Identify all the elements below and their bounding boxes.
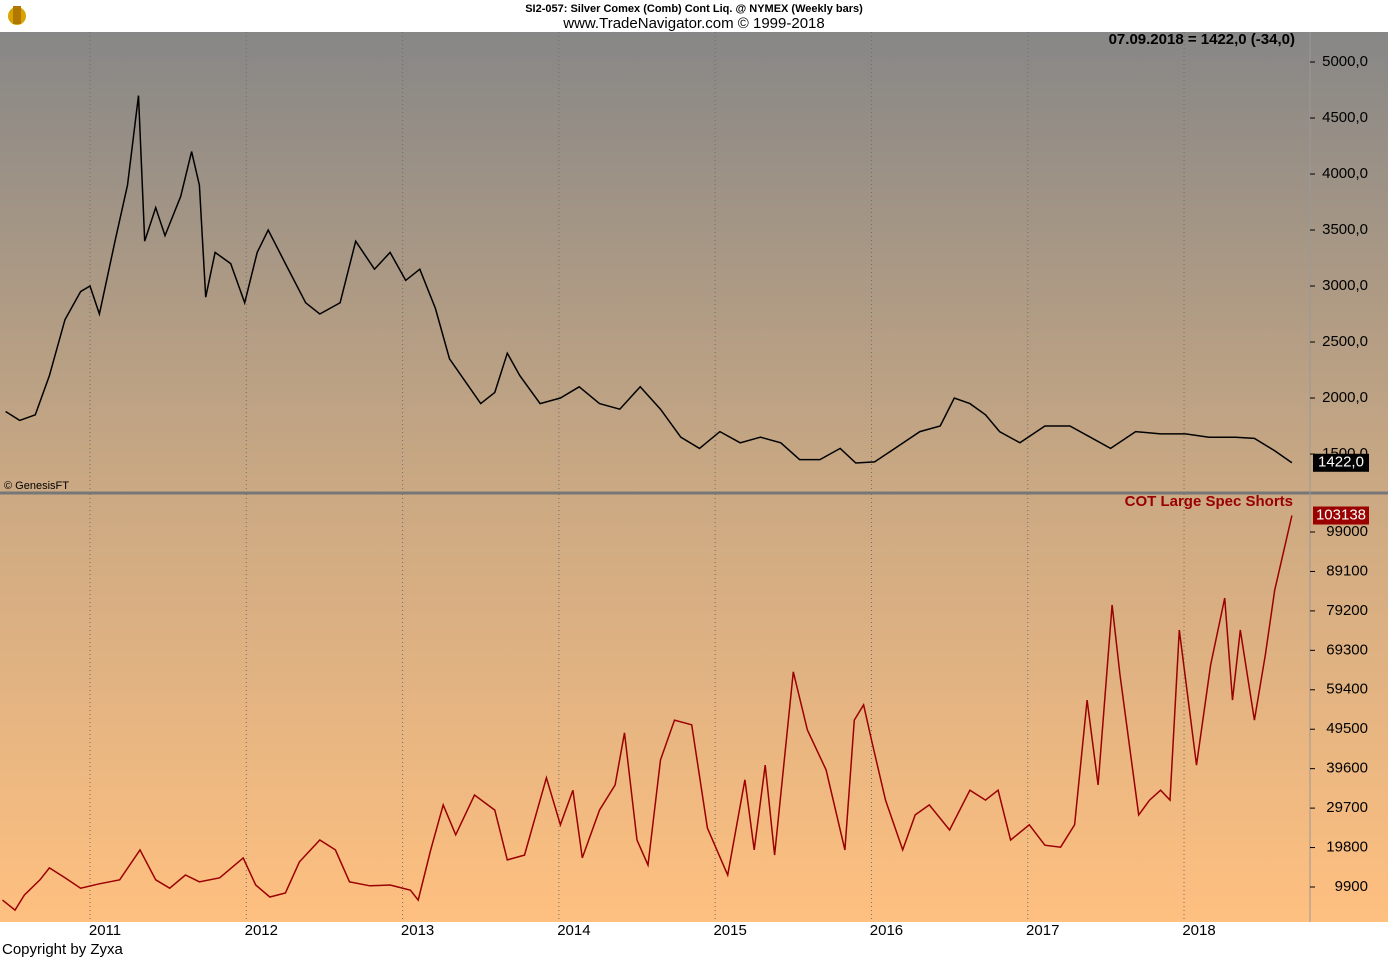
y-tick-label: 4000,0 xyxy=(1322,165,1368,182)
source-label: © GenesisFT xyxy=(4,480,69,492)
logo xyxy=(8,6,26,25)
x-tick-label: 2013 xyxy=(401,922,434,939)
y-tick-label: 9900 xyxy=(1335,878,1368,895)
y-tick-label: 19800 xyxy=(1326,839,1368,856)
y-tick-label: 59400 xyxy=(1326,681,1368,698)
chart-subtitle: www.TradeNavigator.com © 1999-2018 xyxy=(562,15,824,32)
last-value-box xyxy=(1313,453,1369,472)
y-tick-label: 69300 xyxy=(1326,641,1368,658)
annotation: 07.09.2018 = 1422,0 (-34,0) xyxy=(1109,31,1295,48)
y-tick-label: 5000,0 xyxy=(1322,53,1368,70)
y-tick-label: 2000,0 xyxy=(1322,389,1368,406)
y-tick-label: 3500,0 xyxy=(1322,221,1368,238)
y-tick-label: 29700 xyxy=(1326,799,1368,816)
y-tick-label: 39600 xyxy=(1326,760,1368,777)
x-tick-label: 2014 xyxy=(557,922,590,939)
y-tick-label: 99000 xyxy=(1326,523,1368,540)
x-tick-label: 2015 xyxy=(713,922,746,939)
y-tick-label: 89100 xyxy=(1326,562,1368,579)
x-tick-label: 2016 xyxy=(870,922,903,939)
y-tick-label: 49500 xyxy=(1326,720,1368,737)
y-tick-label: 4500,0 xyxy=(1322,109,1368,126)
chart-title: SI2-057: Silver Comex (Comb) Cont Liq. @… xyxy=(525,3,863,15)
y-tick-label: 79200 xyxy=(1326,602,1368,619)
legend-entry: COT Large Spec Shorts xyxy=(1125,493,1293,510)
x-tick-label: 2011 xyxy=(89,922,121,939)
y-tick-label: 3000,0 xyxy=(1322,277,1368,294)
last-value-label: 103138 xyxy=(1316,506,1366,523)
line-series xyxy=(5,95,1293,464)
x-tick-label: 2017 xyxy=(1026,922,1059,939)
line-series xyxy=(2,515,1293,912)
footer: Copyright by Zyxa xyxy=(2,941,124,958)
last-value-box xyxy=(1313,506,1369,525)
plot-background xyxy=(0,32,1388,922)
y-tick-label: 2500,0 xyxy=(1322,333,1368,350)
x-tick-label: 2012 xyxy=(245,922,278,939)
last-value-label: 1422,0 xyxy=(1318,454,1364,471)
x-tick-label: 2018 xyxy=(1182,922,1215,939)
